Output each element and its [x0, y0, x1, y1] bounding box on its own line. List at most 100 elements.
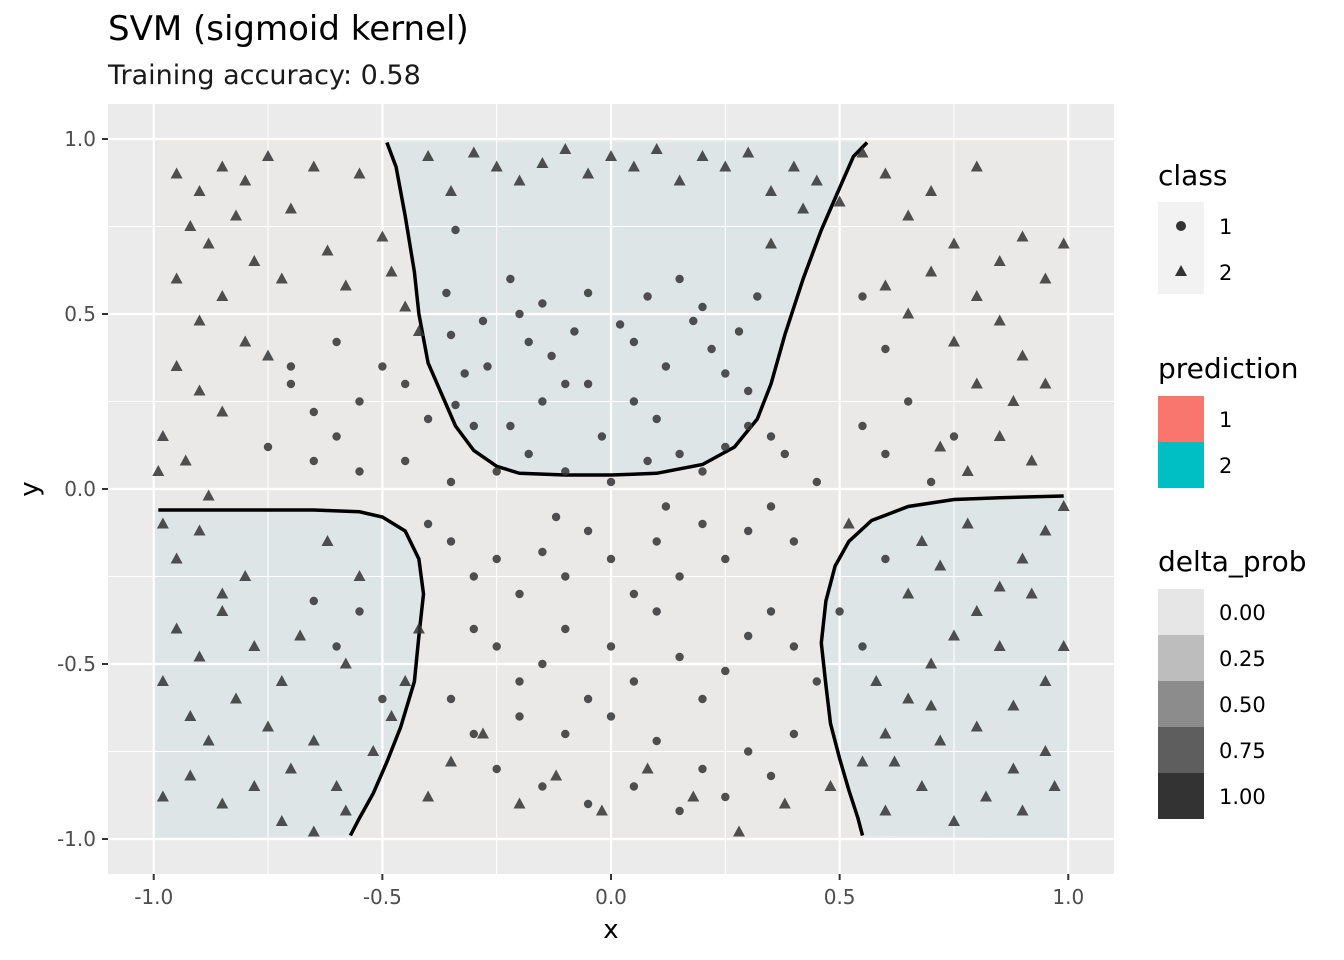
- point-class-1: [538, 299, 547, 308]
- point-class-1: [263, 442, 273, 452]
- point-class-1: [881, 344, 890, 354]
- point-class-2: [888, 755, 901, 767]
- point-class-1: [744, 747, 753, 756]
- point-class-2: [170, 360, 183, 371]
- point-class-1: [766, 771, 776, 781]
- point-class-1: [675, 572, 684, 581]
- point-class-1: [926, 477, 936, 487]
- point-class-2: [1016, 804, 1029, 816]
- point-class-2: [385, 265, 398, 277]
- point-class-2: [765, 185, 777, 196]
- point-class-1: [401, 456, 410, 466]
- legend-delta-label-3: 0.75: [1219, 739, 1266, 763]
- chart-title: SVM (sigmoid kernel): [108, 9, 469, 49]
- point-class-1: [675, 652, 684, 662]
- point-class-1: [881, 449, 890, 459]
- point-class-2: [1007, 699, 1020, 711]
- point-class-1: [789, 537, 799, 546]
- point-class-1: [721, 792, 730, 802]
- point-class-2: [687, 790, 700, 802]
- point-class-2: [193, 650, 206, 662]
- point-class-1: [515, 589, 524, 599]
- point-class-1: [570, 327, 579, 336]
- point-class-2: [993, 255, 1006, 266]
- y-tick-label: 1.0: [64, 127, 96, 151]
- point-class-1: [689, 316, 698, 326]
- point-class-2: [184, 769, 197, 781]
- point-class-1: [629, 782, 639, 791]
- point-class-2: [925, 185, 938, 196]
- point-class-1: [858, 642, 867, 651]
- y-axis: -1.0 -0.5 0.0 0.5 1.0: [57, 127, 108, 851]
- point-class-2: [824, 780, 837, 791]
- point-class-2: [202, 489, 215, 501]
- point-class-1: [780, 449, 789, 459]
- point-class-2: [970, 377, 983, 389]
- point-class-1: [561, 572, 570, 581]
- point-class-2: [216, 797, 229, 809]
- point-class-1: [423, 414, 433, 424]
- point-class-1: [506, 274, 515, 284]
- point-class-2: [513, 797, 526, 809]
- legend-delta-label-1: 0.25: [1219, 647, 1266, 671]
- point-class-1: [606, 554, 616, 564]
- legend-prediction-swatch-2: [1158, 442, 1204, 488]
- point-class-2: [193, 384, 206, 396]
- point-class-1: [707, 344, 716, 354]
- point-class-1: [721, 369, 730, 378]
- point-class-1: [643, 456, 652, 466]
- point-class-1: [561, 379, 570, 389]
- point-class-1: [355, 467, 364, 476]
- legend-delta-label-4: 1.00: [1219, 785, 1266, 809]
- point-class-1: [643, 292, 652, 301]
- point-class-2: [733, 825, 745, 837]
- point-class-1: [661, 502, 671, 511]
- point-class-1: [835, 607, 844, 616]
- point-class-2: [321, 535, 334, 546]
- point-class-2: [422, 150, 435, 161]
- point-class-1: [606, 642, 616, 651]
- point-class-1: [506, 421, 515, 431]
- point-class-2: [467, 146, 480, 158]
- point-class-2: [156, 675, 169, 686]
- point-class-2: [879, 804, 892, 816]
- point-class-2: [1007, 762, 1020, 774]
- point-class-2: [445, 755, 457, 767]
- point-class-2: [1039, 272, 1052, 284]
- point-class-1: [460, 369, 469, 378]
- point-class-2: [248, 780, 261, 791]
- point-class-2: [1039, 745, 1052, 756]
- point-class-2: [156, 430, 169, 441]
- point-class-2: [870, 675, 883, 686]
- point-class-1: [401, 379, 410, 389]
- point-class-2: [330, 780, 343, 791]
- legend-delta-label-0: 0.00: [1219, 601, 1266, 625]
- point-class-1: [309, 456, 318, 466]
- decision-boundary-top: [385, 141, 869, 477]
- point-class-2: [1007, 395, 1020, 406]
- point-class-1: [583, 379, 593, 389]
- point-class-2: [275, 675, 288, 686]
- point-class-2: [477, 727, 489, 739]
- point-class-1: [753, 292, 762, 301]
- x-tick-label: -1.0: [134, 885, 173, 909]
- grid: [108, 104, 1114, 874]
- point-class-2: [797, 202, 810, 214]
- legend-class-circle-icon: [1176, 221, 1186, 231]
- point-class-1: [561, 467, 570, 476]
- point-class-2: [970, 290, 983, 301]
- point-class-1: [812, 477, 821, 487]
- point-class-2: [595, 804, 608, 816]
- y-tick-label: -1.0: [57, 827, 96, 851]
- chart-subtitle: Training accuracy: 0.58: [107, 60, 421, 91]
- point-class-2: [1016, 552, 1029, 564]
- point-class-2: [156, 790, 169, 802]
- point-class-2: [627, 160, 640, 172]
- point-class-2: [230, 692, 242, 704]
- point-class-2: [239, 570, 252, 581]
- point-class-2: [970, 720, 983, 732]
- point-class-2: [980, 790, 992, 802]
- point-class-2: [445, 185, 457, 196]
- point-class-2: [833, 195, 846, 207]
- point-class-2: [262, 349, 274, 361]
